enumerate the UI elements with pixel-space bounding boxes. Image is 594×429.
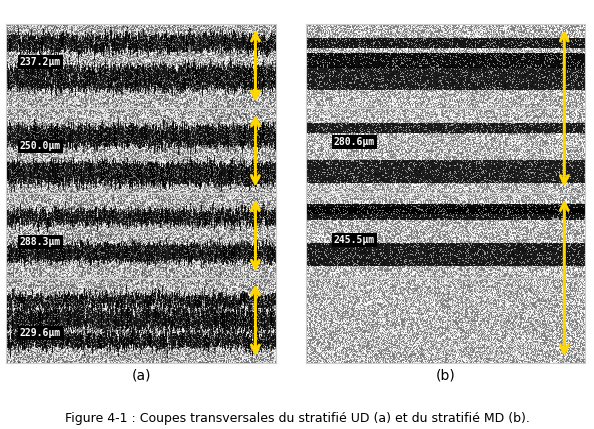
Text: 229.6μm: 229.6μm: [20, 328, 61, 338]
Text: (a): (a): [131, 369, 151, 382]
Text: (b): (b): [435, 369, 456, 382]
Text: 237.2μm: 237.2μm: [20, 57, 61, 67]
Text: 280.6μm: 280.6μm: [334, 137, 375, 147]
Text: 250.0μm: 250.0μm: [20, 142, 61, 151]
Text: Figure 4-1 : Coupes transversales du stratifié UD (a) et du stratifié MD (b).: Figure 4-1 : Coupes transversales du str…: [65, 412, 529, 425]
Text: 288.3μm: 288.3μm: [20, 237, 61, 247]
Text: 245.5μm: 245.5μm: [334, 235, 375, 245]
